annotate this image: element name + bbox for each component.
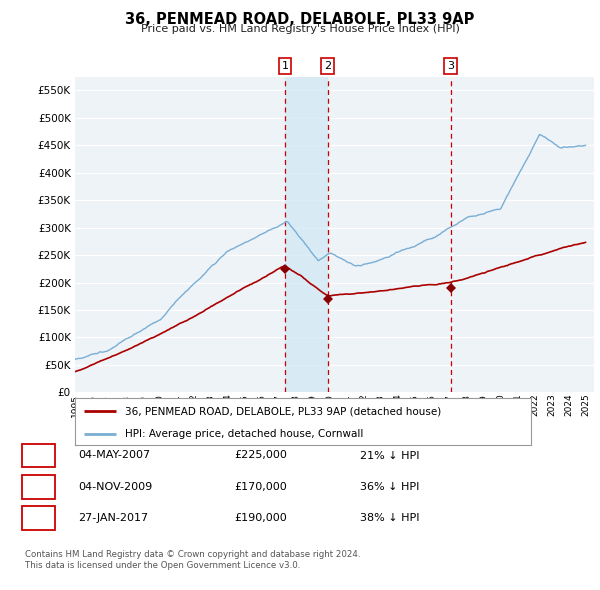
Text: 1: 1 xyxy=(281,61,289,71)
Text: This data is licensed under the Open Government Licence v3.0.: This data is licensed under the Open Gov… xyxy=(25,561,301,570)
Text: 36% ↓ HPI: 36% ↓ HPI xyxy=(360,482,419,491)
Text: HPI: Average price, detached house, Cornwall: HPI: Average price, detached house, Corn… xyxy=(125,429,364,438)
Text: 04-NOV-2009: 04-NOV-2009 xyxy=(78,482,152,491)
Text: 1: 1 xyxy=(35,451,42,460)
Text: 27-JAN-2017: 27-JAN-2017 xyxy=(78,513,148,523)
Text: £190,000: £190,000 xyxy=(234,513,287,523)
Text: Contains HM Land Registry data © Crown copyright and database right 2024.: Contains HM Land Registry data © Crown c… xyxy=(25,550,361,559)
Text: £170,000: £170,000 xyxy=(234,482,287,491)
Text: 04-MAY-2007: 04-MAY-2007 xyxy=(78,451,150,460)
Text: 3: 3 xyxy=(447,61,454,71)
Text: 36, PENMEAD ROAD, DELABOLE, PL33 9AP (detached house): 36, PENMEAD ROAD, DELABOLE, PL33 9AP (de… xyxy=(125,407,442,417)
Text: 21% ↓ HPI: 21% ↓ HPI xyxy=(360,451,419,460)
Text: 36, PENMEAD ROAD, DELABOLE, PL33 9AP: 36, PENMEAD ROAD, DELABOLE, PL33 9AP xyxy=(125,12,475,27)
Bar xyxy=(285,77,328,392)
Text: Price paid vs. HM Land Registry's House Price Index (HPI): Price paid vs. HM Land Registry's House … xyxy=(140,24,460,34)
Text: 2: 2 xyxy=(324,61,331,71)
Text: 2: 2 xyxy=(35,482,42,491)
Text: 3: 3 xyxy=(35,513,42,523)
Text: £225,000: £225,000 xyxy=(234,451,287,460)
Text: 38% ↓ HPI: 38% ↓ HPI xyxy=(360,513,419,523)
